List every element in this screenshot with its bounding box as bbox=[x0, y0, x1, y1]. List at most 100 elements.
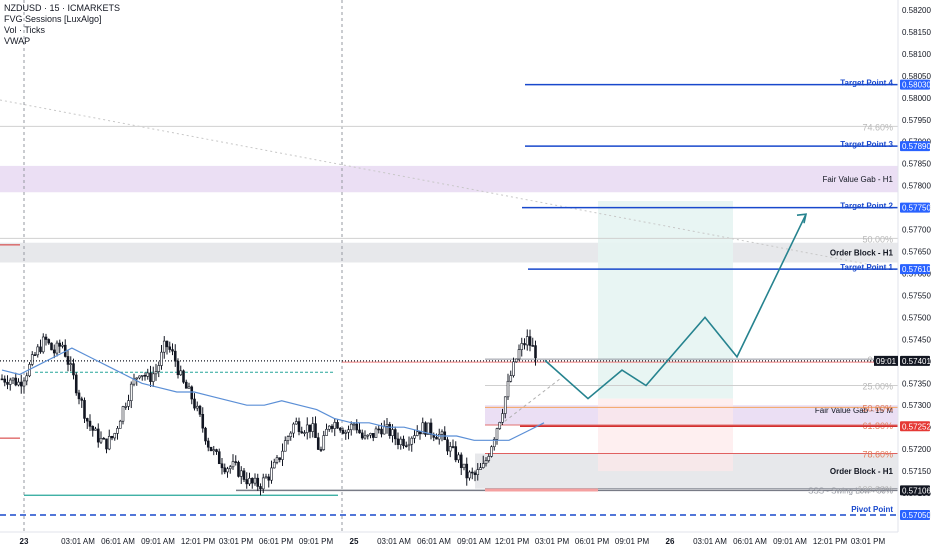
level-label-0: Target Point 4 bbox=[840, 79, 893, 88]
candle-body bbox=[344, 431, 348, 434]
y-tick-label: 0.58150 bbox=[902, 28, 931, 37]
candle-body bbox=[487, 456, 491, 461]
x-tick-label: 12:01 PM bbox=[495, 537, 530, 546]
candle-body bbox=[41, 336, 45, 353]
fib-label-4: 78.60% bbox=[862, 450, 893, 460]
candle-body bbox=[121, 406, 125, 422]
candle-body bbox=[457, 454, 460, 461]
candle-body bbox=[72, 363, 75, 376]
legend-indicator-fvg[interactable]: FVG Sessions [LuxAlgo] bbox=[4, 14, 102, 24]
candle-body bbox=[308, 424, 312, 432]
candle-body bbox=[140, 374, 144, 377]
candle-body bbox=[118, 420, 122, 429]
x-tick-label: 03:01 AM bbox=[693, 537, 727, 546]
level-label-4: Pivot Point bbox=[851, 505, 893, 514]
y-tick-label: 0.57350 bbox=[902, 379, 931, 388]
candle-body bbox=[399, 438, 403, 445]
candle-body bbox=[245, 479, 249, 485]
y-tick-label: 0.58050 bbox=[902, 72, 931, 81]
candle-body bbox=[479, 467, 482, 470]
candle-body bbox=[393, 429, 397, 440]
candle-body bbox=[231, 461, 235, 468]
candle-body bbox=[22, 380, 26, 387]
countdown-bg bbox=[874, 355, 898, 366]
fib-label-5: 100.00% bbox=[857, 485, 893, 495]
candle-body bbox=[212, 449, 216, 452]
candle-body bbox=[248, 478, 251, 485]
candle-body bbox=[338, 427, 342, 431]
candle-body bbox=[281, 450, 284, 460]
candle-body bbox=[465, 463, 469, 479]
level-tag-4-text: 0.57050 bbox=[902, 511, 931, 520]
candle-body bbox=[528, 336, 532, 346]
candle-body bbox=[503, 396, 507, 414]
candle-body bbox=[25, 375, 29, 382]
last-price-tag-text: 0.57401 bbox=[902, 357, 931, 366]
candle-body bbox=[470, 471, 474, 474]
candle-body bbox=[195, 405, 199, 409]
candle-body bbox=[80, 398, 84, 401]
candle-body bbox=[226, 468, 229, 473]
candle-body bbox=[8, 379, 12, 385]
x-tick-label: 09:01 AM bbox=[773, 537, 807, 546]
candle-body bbox=[256, 477, 260, 487]
y-tick-label: 0.58200 bbox=[902, 6, 931, 15]
candle-body bbox=[110, 436, 114, 439]
candle-body bbox=[352, 423, 356, 426]
x-tick-label: 09:01 PM bbox=[299, 537, 334, 546]
x-tick-label: 09:01 AM bbox=[141, 537, 175, 546]
candle-body bbox=[509, 375, 513, 382]
candle-body bbox=[305, 424, 309, 433]
stop-loss-tag-text: 0.57252 bbox=[902, 422, 931, 431]
candle-body bbox=[358, 429, 361, 434]
candle-body bbox=[454, 446, 458, 461]
legend-symbol[interactable]: NZDUSD · 15 · ICMARKETS bbox=[4, 3, 121, 13]
candle-body bbox=[19, 381, 23, 387]
x-tick-label: 03:01 PM bbox=[219, 537, 254, 546]
target-box bbox=[598, 201, 733, 399]
candle-body bbox=[176, 360, 180, 376]
candle-body bbox=[275, 457, 279, 463]
fib-label-7: 50.00% bbox=[862, 234, 893, 244]
level-tag-3-text: 0.57610 bbox=[902, 265, 931, 274]
candle-body bbox=[99, 437, 103, 443]
candle-body bbox=[124, 406, 128, 408]
candle-body bbox=[495, 428, 499, 440]
level-label-3: Target Point 1 bbox=[840, 263, 893, 272]
candle-body bbox=[187, 386, 191, 389]
x-tick-label: 12:01 PM bbox=[813, 537, 848, 546]
legend-indicator-volume[interactable]: Vol · Ticks bbox=[4, 25, 46, 35]
y-tick-label: 0.57150 bbox=[902, 467, 931, 476]
candle-body bbox=[30, 354, 34, 365]
candle-body bbox=[234, 461, 238, 463]
candle-body bbox=[311, 423, 315, 432]
stop-loss-tag-bg bbox=[900, 421, 930, 432]
x-tick-label: 06:01 AM bbox=[733, 537, 767, 546]
level-tag-5-bg bbox=[900, 485, 930, 496]
candle-body bbox=[107, 436, 111, 450]
y-tick-label: 0.57800 bbox=[902, 182, 931, 191]
candle-body bbox=[220, 463, 224, 469]
candle-body bbox=[96, 428, 100, 443]
candle-body bbox=[237, 461, 240, 477]
y-tick-label: 0.57300 bbox=[902, 401, 931, 410]
legend-indicator-vwap[interactable]: VWAP bbox=[4, 36, 31, 46]
candle-body bbox=[333, 422, 337, 429]
zone-label-1: Order Block - H1 bbox=[830, 249, 894, 258]
candle-body bbox=[314, 423, 317, 438]
y-tick-label: 0.58000 bbox=[902, 94, 931, 103]
y-tick-label: 0.58100 bbox=[902, 50, 931, 59]
candle-body bbox=[239, 470, 243, 477]
candle-body bbox=[184, 381, 188, 389]
fib-label-2: 50.00% bbox=[862, 403, 893, 413]
price-axis-bg bbox=[898, 0, 932, 550]
candle-body bbox=[484, 460, 488, 464]
level-tag-3-bg bbox=[900, 264, 930, 275]
candle-body bbox=[264, 476, 268, 479]
candle-body bbox=[217, 451, 221, 465]
y-tick-label: 0.57650 bbox=[902, 248, 931, 257]
x-tick-label: 03:01 AM bbox=[61, 537, 95, 546]
time-axis-bg bbox=[0, 532, 932, 550]
